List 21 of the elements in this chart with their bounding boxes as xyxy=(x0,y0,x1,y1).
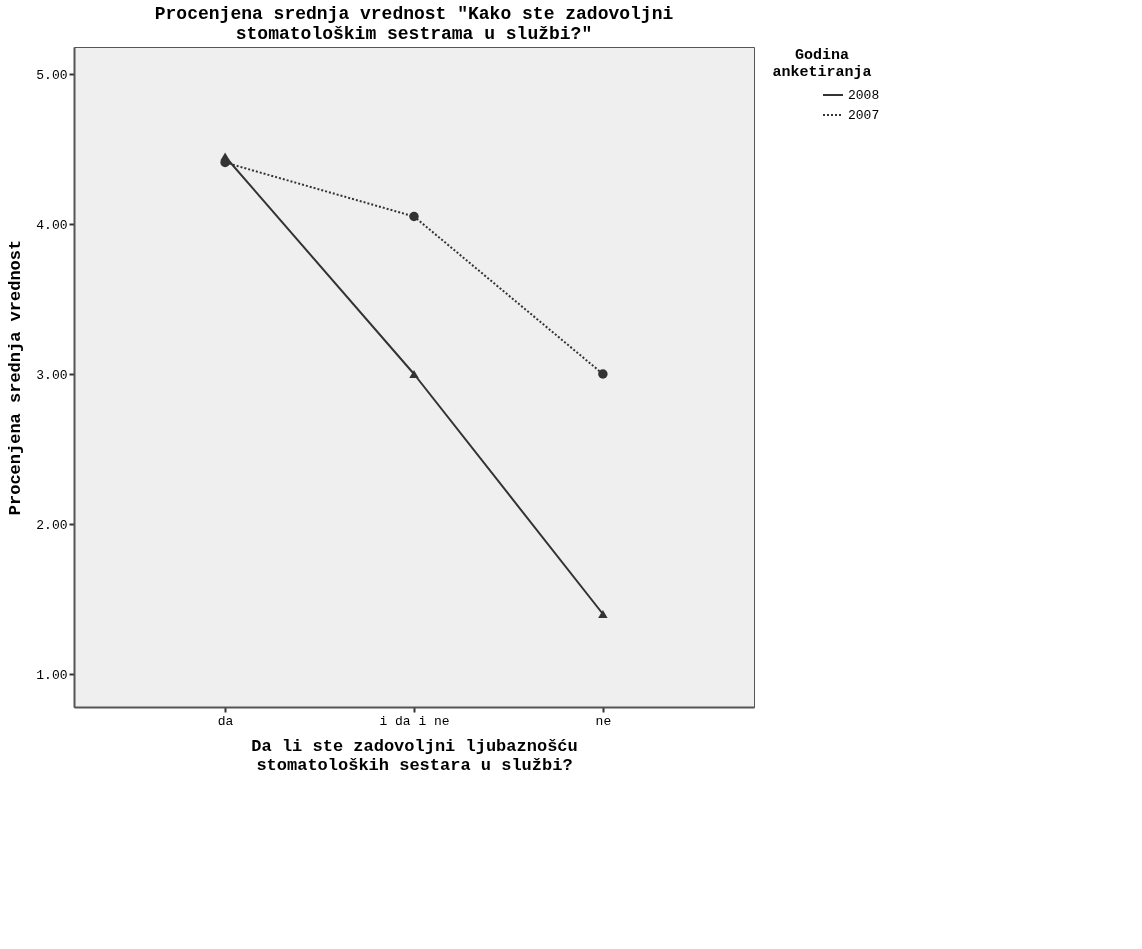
y-axis-title: Procenjena srednja vrednost xyxy=(6,239,26,516)
text: Godina xyxy=(794,47,850,64)
text: Procenjena srednja vrednost "Kako ste zadovoljni xyxy=(154,4,674,24)
y-tick-label: 5.00 xyxy=(36,67,68,83)
y-tick-label: 2.00 xyxy=(36,517,68,533)
x-tick-label: da xyxy=(217,713,234,729)
legend-label: 2008 xyxy=(848,88,880,103)
text: anketiranja xyxy=(772,64,872,81)
x-tick-label: ne xyxy=(595,713,612,729)
x-tick-label: i da i ne xyxy=(379,713,450,729)
point xyxy=(409,369,419,379)
text: Da li ste zadovoljni ljubaznošću xyxy=(251,736,578,756)
point xyxy=(409,211,419,222)
y-tick-label: 3.00 xyxy=(36,367,68,383)
text: stomatoloških sestara u službi? xyxy=(256,755,573,775)
point xyxy=(598,369,608,379)
legend-label: 2007 xyxy=(848,108,880,123)
y-tick-label: 4.00 xyxy=(36,217,68,233)
point xyxy=(598,609,608,619)
y-tick-label: 1.00 xyxy=(36,667,68,683)
text: stomatološkim sestrama u službi?" xyxy=(235,24,593,44)
